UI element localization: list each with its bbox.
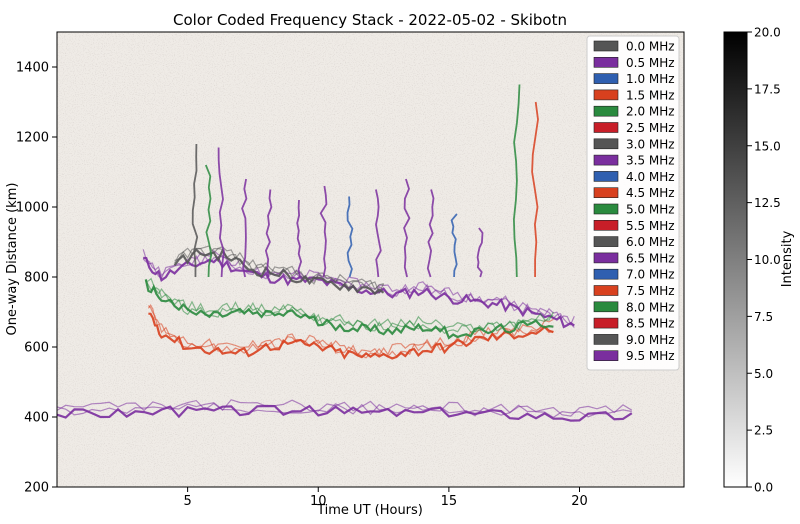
echo-spike (346, 196, 354, 278)
legend-swatch (593, 285, 619, 296)
y-tick-label: 800 (24, 271, 49, 286)
colorbar-tick-label: 10.0 (754, 253, 781, 267)
colorbar-tick-label: 17.5 (754, 82, 781, 96)
echo-spike (403, 178, 411, 278)
legend-swatch (593, 171, 619, 182)
y-axis-label: One-way Distance (km) (5, 183, 20, 336)
legend-swatch (593, 220, 619, 231)
y-axis: 200 400 600 800 1000 1200 1400 (16, 61, 57, 496)
legend-label: 6.5 MHz (626, 251, 675, 265)
legend-swatch (593, 334, 619, 345)
echo-spike (217, 147, 225, 278)
legend-swatch (593, 301, 619, 313)
x-axis-label: Time UT (Hours) (316, 503, 423, 518)
legend-label: 1.0 MHz (626, 72, 675, 86)
colorbar-tick-label: 12.5 (754, 196, 781, 210)
legend-label: 5.0 MHz (626, 203, 675, 217)
echo-band-lower (148, 312, 554, 360)
legend-swatch (593, 317, 619, 329)
legend-swatch (593, 154, 619, 166)
legend-label: 4.5 MHz (626, 186, 675, 200)
colorbar-tick-label: 15.0 (754, 139, 781, 153)
echo-band-lower (147, 305, 554, 359)
legend-label: 6.0 MHz (626, 235, 675, 249)
echo-spike (191, 143, 199, 278)
legend-label: 2.0 MHz (626, 105, 675, 119)
legend-swatch (593, 203, 619, 215)
legend-label: 7.0 MHz (626, 268, 675, 282)
legend-label: 9.0 MHz (626, 333, 675, 347)
echo-spike (264, 189, 273, 278)
legend-swatch (593, 187, 619, 198)
legend-label: 2.5 MHz (626, 121, 675, 135)
colorbar-tick-label: 0.0 (754, 481, 773, 495)
colorbar-tick-label: 7.5 (754, 310, 773, 324)
legend-label: 9.5 MHz (626, 349, 675, 363)
legend-label: 3.0 MHz (626, 137, 675, 151)
legend-swatch (593, 73, 619, 84)
colorbar-tick-label: 20.0 (754, 26, 781, 40)
y-tick-label: 600 (24, 341, 49, 356)
legend-swatch (593, 268, 619, 280)
colorbar: 0.0 2.5 5.0 7.5 10.0 12.5 15.0 17.5 20.0 Intensi… (723, 26, 795, 495)
legend-label: 1.5 MHz (626, 88, 675, 102)
echo-spike (296, 199, 303, 278)
x-tick-label: 5 (183, 494, 191, 509)
echo-spike (426, 189, 435, 278)
colorbar-tick-label: 5.0 (754, 367, 773, 381)
legend-label: 8.0 MHz (626, 300, 675, 314)
legend-swatch (593, 40, 619, 52)
echo-band-ground-echo (57, 404, 633, 422)
echo-spike (375, 189, 382, 278)
legend-swatch (593, 122, 619, 133)
echo-spike (204, 164, 213, 278)
legend-label: 4.0 MHz (626, 170, 675, 184)
echo-band-green-middle (145, 277, 554, 333)
legend: 0.0 MHz 0.5 MHz 1.0 MHz 1.5 MHz 2.0 MHz 2.5 M… (586, 35, 680, 371)
colorbar-label: Intensity (780, 230, 795, 287)
chart-title: Color Coded Frequency Stack - 2022-05-02… (173, 11, 567, 29)
legend-label: 0.5 MHz (626, 56, 675, 70)
echo-band-ground-echo (57, 399, 633, 417)
legend-swatch (593, 56, 619, 68)
legend-swatch (593, 236, 619, 247)
colorbar-tick-label: 2.5 (754, 424, 773, 438)
echo-spike (450, 213, 458, 278)
echo-spike (319, 185, 328, 278)
legend-swatch (593, 138, 619, 150)
y-tick-label: 1200 (16, 131, 49, 146)
legend-label: 0.0 MHz (626, 40, 675, 54)
y-tick-label: 1400 (16, 61, 49, 76)
x-tick-label: 10 (310, 494, 327, 509)
echo-band-lower (147, 303, 554, 357)
echo-band-green-middle (144, 279, 554, 340)
echo-band-upper (142, 249, 575, 326)
legend-label: 8.5 MHz (626, 317, 675, 331)
x-tick-label: 15 (441, 494, 458, 509)
legend-swatch (593, 105, 619, 117)
legend-label: 3.5 MHz (626, 154, 675, 168)
echo-spike (476, 227, 484, 278)
legend-swatch (593, 350, 619, 362)
echo-spike (512, 84, 521, 278)
x-axis: 5 10 15 20 (183, 487, 588, 509)
echo-spike (241, 178, 248, 278)
plot-frame (56, 31, 685, 488)
x-tick-label: 20 (571, 494, 588, 509)
echo-band-upper-alt (174, 247, 385, 295)
colorbar-gradient (723, 31, 748, 488)
echo-spike (531, 101, 539, 278)
legend-label: 7.5 MHz (626, 284, 675, 298)
legend-swatch (593, 252, 619, 264)
data-layer (57, 84, 633, 422)
legend-swatch (593, 89, 619, 101)
legend-label: 5.5 MHz (626, 219, 675, 233)
y-tick-label: 1000 (16, 201, 49, 216)
y-tick-label: 200 (24, 481, 49, 496)
y-tick-label: 400 (24, 411, 49, 426)
